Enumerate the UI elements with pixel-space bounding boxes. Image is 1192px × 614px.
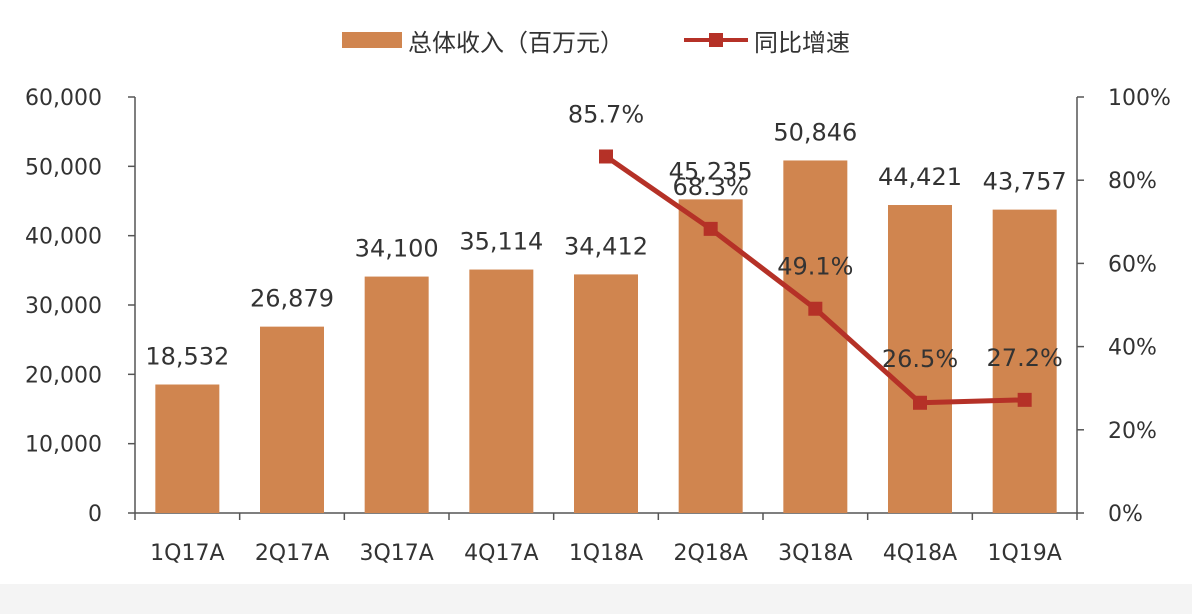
left-tick-label: 50,000 bbox=[25, 155, 102, 180]
x-tick-label: 2Q17A bbox=[255, 541, 329, 566]
legend-label-growth: 同比增速 bbox=[754, 28, 850, 57]
right-tick-label: 60% bbox=[1108, 252, 1157, 277]
right-tick-label: 40% bbox=[1108, 336, 1157, 361]
bar bbox=[992, 209, 1057, 513]
left-tick-label: 40,000 bbox=[25, 225, 102, 250]
bar bbox=[888, 205, 952, 513]
legend-item-revenue: 总体收入（百万元） bbox=[342, 23, 624, 58]
legend: 总体收入（百万元） 同比增速 bbox=[0, 20, 1192, 60]
line-value-label: 27.2% bbox=[987, 344, 1063, 372]
line-value-label: 26.5% bbox=[882, 345, 958, 373]
right-tick-label: 0% bbox=[1108, 502, 1143, 527]
bar bbox=[260, 326, 324, 513]
legend-bar-swatch bbox=[342, 32, 402, 48]
bar bbox=[364, 276, 429, 513]
right-tick-label: 100% bbox=[1108, 86, 1171, 111]
x-tick-label: 3Q17A bbox=[359, 541, 433, 566]
left-tick-label: 10,000 bbox=[25, 433, 102, 458]
left-tick-label: 20,000 bbox=[25, 363, 102, 388]
bar-value-label: 45,235 bbox=[669, 157, 753, 185]
line-value-label: 85.7% bbox=[568, 100, 644, 128]
x-tick-label: 1Q18A bbox=[569, 541, 643, 566]
bar bbox=[574, 274, 638, 513]
bar-value-label: 44,421 bbox=[878, 163, 962, 191]
x-tick-label: 1Q17A bbox=[150, 541, 224, 566]
x-tick-label: 3Q18A bbox=[778, 541, 852, 566]
bar-value-label: 43,757 bbox=[983, 168, 1067, 196]
footer-band bbox=[0, 584, 1192, 614]
bar-value-label: 26,879 bbox=[250, 285, 334, 313]
bar-value-label: 35,114 bbox=[459, 228, 543, 256]
bar bbox=[155, 384, 220, 513]
x-tick-label: 1Q19A bbox=[987, 541, 1061, 566]
bar-value-label: 18,532 bbox=[145, 343, 229, 371]
line-value-label: 49.1% bbox=[777, 253, 853, 281]
line-point bbox=[1017, 392, 1032, 407]
line-point bbox=[703, 221, 718, 236]
bar-value-label: 50,846 bbox=[773, 118, 857, 146]
bar bbox=[678, 199, 743, 513]
left-tick-label: 0 bbox=[88, 502, 102, 527]
legend-line-swatch bbox=[684, 32, 748, 48]
bar-value-label: 34,100 bbox=[355, 235, 439, 263]
line-value-label: 68.3% bbox=[673, 173, 749, 201]
x-tick-label: 4Q17A bbox=[464, 541, 538, 566]
bar-value-label: 34,412 bbox=[564, 232, 648, 260]
line-point bbox=[808, 301, 823, 316]
bar bbox=[783, 160, 848, 514]
legend-label-revenue: 总体收入（百万元） bbox=[408, 28, 624, 57]
line-point bbox=[913, 395, 927, 410]
right-tick-label: 80% bbox=[1108, 169, 1157, 194]
line-point bbox=[599, 149, 613, 164]
left-tick-label: 30,000 bbox=[25, 294, 102, 319]
x-tick-label: 4Q18A bbox=[883, 541, 957, 566]
right-tick-label: 20% bbox=[1108, 419, 1157, 444]
left-tick-label: 60,000 bbox=[25, 86, 102, 111]
legend-item-growth: 同比增速 bbox=[684, 23, 850, 58]
x-tick-label: 2Q18A bbox=[673, 541, 747, 566]
bar bbox=[469, 269, 534, 513]
